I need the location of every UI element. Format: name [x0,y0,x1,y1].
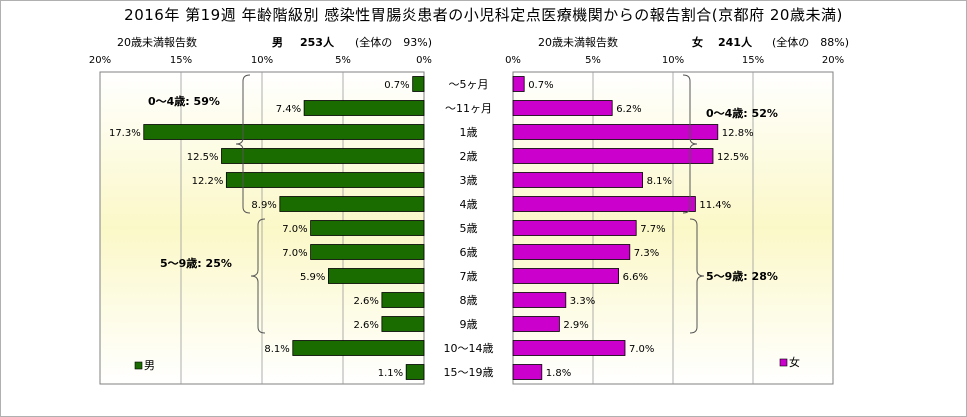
female-data-label: 1.8% [546,368,571,379]
male-data-label: 12.5% [187,152,219,163]
female-bar [512,340,626,356]
male-bar [412,76,425,92]
male-data-label: 1.1% [378,368,403,379]
male-data-label: 5.9% [300,272,325,283]
female-bar [512,196,696,212]
male-bar [381,292,425,308]
male-tick-label: 10% [251,55,273,66]
male-data-label: 0.7% [384,80,409,91]
female-data-label: 7.3% [634,248,659,259]
male-data-label: 7.0% [282,248,307,259]
female-bar [512,148,714,164]
male-bar [310,244,425,260]
female-data-label: 2.9% [563,320,588,331]
male-tick-label: 20% [89,55,111,66]
male-tick-label: 5% [335,55,351,66]
male-bar [143,124,425,140]
category-label: 4歳 [460,198,478,211]
female-tick-label: 15% [742,55,764,66]
male-bar [279,196,425,212]
female-data-label: 7.7% [640,224,665,235]
female-legend-swatch [779,358,788,367]
female-data-label: 6.2% [616,104,641,115]
female-tick-label: 20% [822,55,844,66]
male-5-9-annotation: 5～9歳: 25% [160,256,232,270]
female-header-sex: 女 [692,36,703,49]
male-data-label: 7.0% [282,224,307,235]
female-header-caption: 20歳未満報告数 [538,36,618,49]
female-5-9-brace [689,218,705,334]
female-legend-label: 女 [789,355,800,369]
female-data-label: 12.8% [722,128,754,139]
male-data-label: 8.1% [264,344,289,355]
female-bar [512,364,543,380]
male-bar [292,340,425,356]
female-data-label: 12.5% [717,152,749,163]
male-bar [221,148,425,164]
male-header-count: 253人 [300,36,334,49]
female-data-label: 11.4% [699,200,731,211]
female-bar [512,220,637,236]
female-data-label: 0.7% [528,80,553,91]
category-label: 7歳 [460,270,478,283]
female-data-label: 6.6% [623,272,648,283]
male-0-4-brace [235,74,251,214]
male-header-caption: 20歳未満報告数 [117,36,197,49]
male-data-label: 2.6% [353,320,378,331]
female-0-4-annotation: 0～4歳: 52% [706,106,778,120]
female-tick-label: 5% [585,55,601,66]
category-label: 1歳 [460,126,478,139]
female-bar [512,316,560,332]
category-label: 8歳 [460,294,478,307]
male-data-label: 17.3% [109,128,141,139]
female-header-share: (全体の 88%) [772,36,850,49]
male-bar [303,100,425,116]
male-bar [310,220,425,236]
female-data-label: 8.1% [647,176,672,187]
female-data-label: 7.0% [629,344,654,355]
female-bar [512,244,631,260]
female-tick-label: 0% [505,55,521,66]
female-bar [512,76,525,92]
female-5-9-annotation: 5～9歳: 28% [706,269,778,283]
female-bar [512,100,613,116]
male-tick-label: 15% [170,55,192,66]
male-header-sex: 男 [272,36,283,49]
male-header-share: (全体の 93%) [355,36,433,49]
female-0-4-brace [682,74,698,214]
male-0-4-annotation: 0～4歳: 59% [148,94,220,108]
male-bar [225,172,425,188]
female-bar [512,292,567,308]
category-label: ～5ヶ月 [449,78,489,91]
category-label: ～11ヶ月 [445,102,492,115]
category-label: 5歳 [460,222,478,235]
female-bar [512,268,619,284]
male-data-label: 12.2% [192,176,224,187]
category-label: 15～19歳 [444,366,494,379]
female-data-label: 3.3% [570,296,595,307]
male-bar [381,316,425,332]
female-bar [512,124,719,140]
female-tick-label: 10% [662,55,684,66]
male-5-9-brace [250,218,266,334]
category-label: 10～14歳 [444,342,494,355]
male-legend-label: 男 [144,359,155,372]
male-bar [405,364,425,380]
female-header-count: 241人 [718,36,752,49]
category-label: 6歳 [460,246,478,259]
category-label: 3歳 [460,174,478,187]
category-label: 2歳 [460,150,478,163]
category-label: 9歳 [460,318,478,331]
female-bar [512,172,644,188]
male-data-label: 8.9% [251,200,276,211]
chart-title: 2016年 第19週 年齢階級別 感染性胃腸炎患者の小児科定点医療機関からの報告… [124,6,843,24]
male-data-label: 7.4% [276,104,301,115]
male-data-label: 2.6% [353,296,378,307]
male-tick-label: 0% [416,55,432,66]
male-bar [328,268,425,284]
male-legend-swatch [134,361,143,370]
